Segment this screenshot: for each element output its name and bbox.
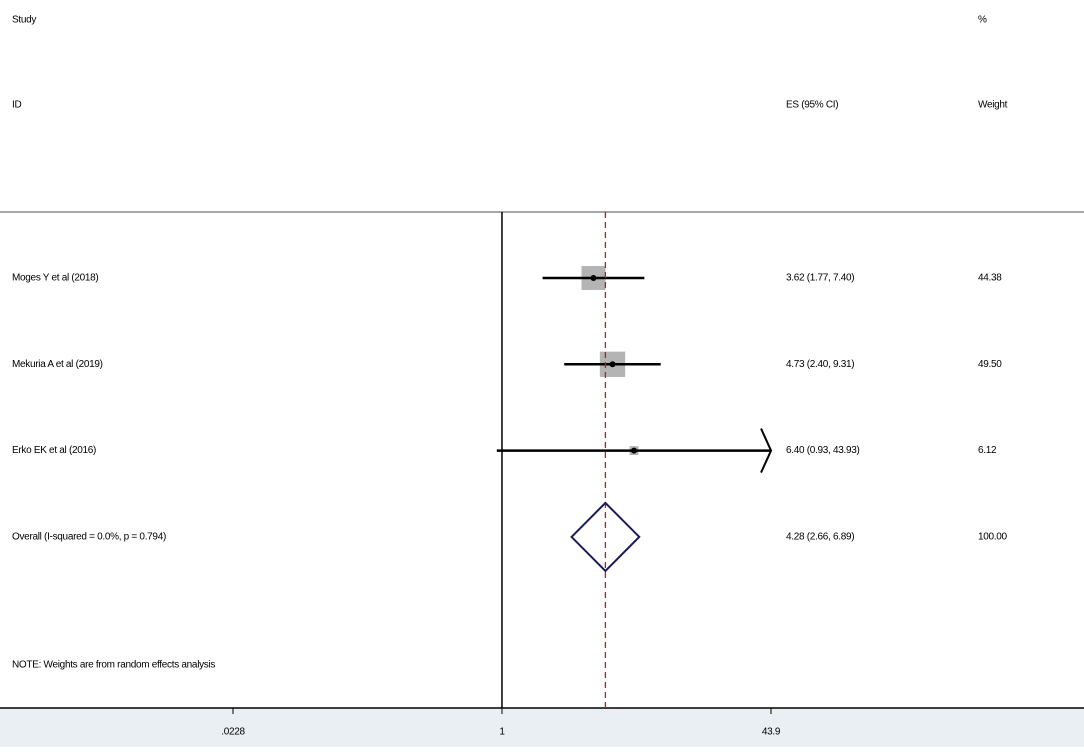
header-id: ID	[12, 100, 21, 111]
ci-label: 4.73 (2.40, 9.31)	[786, 359, 854, 370]
point-estimate	[631, 447, 638, 454]
header-pct: %	[978, 15, 987, 26]
header-study: Study	[12, 15, 36, 26]
study-label: Mekuria A et al (2019)	[12, 359, 103, 370]
weight-label: 44.38	[978, 273, 1002, 284]
header-weight: Weight	[978, 100, 1008, 111]
overall-diamond	[570, 501, 641, 573]
study-label: Erko EK et al (2016)	[12, 445, 96, 456]
header-es: ES (95% CI)	[786, 100, 838, 111]
note: NOTE: Weights are from random effects an…	[12, 660, 215, 671]
weight-label: 6.12	[978, 445, 997, 456]
ci-label: 3.62 (1.77, 7.40)	[786, 273, 854, 284]
axis-band	[0, 708, 1084, 747]
x-tick-label: .0228	[221, 727, 245, 738]
x-tick-label: 1	[499, 727, 505, 738]
overall-ci-label: 4.28 (2.66, 6.89)	[786, 532, 854, 543]
weight-label: 49.50	[978, 359, 1002, 370]
overall-label: Overall (I-squared = 0.0%, p = 0.794)	[12, 532, 166, 543]
ci-label: 6.40 (0.93, 43.93)	[786, 445, 860, 456]
study-label: Moges Y et al (2018)	[12, 273, 98, 284]
overall-weight-label: 100.00	[978, 532, 1008, 543]
x-tick-label: 43.9	[762, 727, 781, 738]
point-estimate	[609, 361, 616, 368]
ci-arrow	[760, 428, 773, 474]
point-estimate	[590, 275, 597, 281]
